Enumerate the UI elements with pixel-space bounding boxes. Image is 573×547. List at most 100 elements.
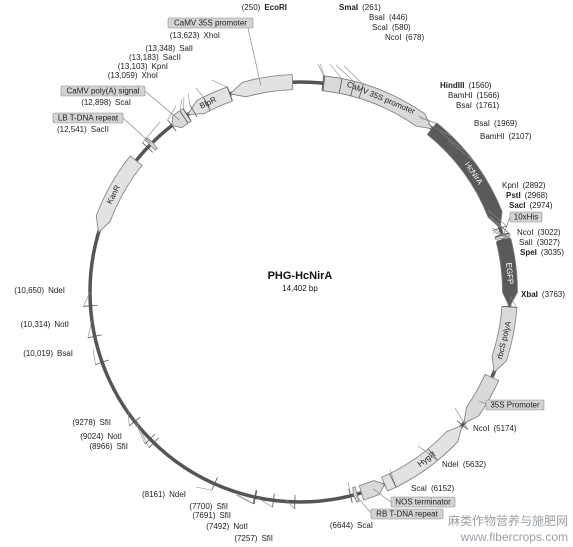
site-enzyme: SpeI bbox=[520, 248, 537, 257]
restriction-site-xbai: XbaI (3763) bbox=[502, 290, 565, 308]
site-leader-line bbox=[319, 63, 325, 77]
feature-arrow-nos-terminator bbox=[358, 480, 386, 501]
site-leader-line bbox=[491, 227, 511, 239]
site-label: KpnI (2892) bbox=[502, 181, 546, 190]
site-leader-line bbox=[127, 408, 130, 426]
feature-label: 10xHis bbox=[514, 213, 538, 222]
feature-label: LB T-DNA repeat bbox=[58, 114, 119, 123]
site-enzyme: SacII bbox=[163, 53, 181, 62]
site-enzyme: ScaI bbox=[357, 521, 373, 530]
site-enzyme: NcoI bbox=[517, 228, 533, 237]
site-position: (9278) bbox=[72, 418, 95, 427]
restriction-site-scai: ScaI (6152) bbox=[389, 469, 454, 493]
site-leader-line bbox=[285, 499, 295, 510]
site-enzyme: BsaI bbox=[456, 101, 472, 110]
site-position: (1761) bbox=[476, 101, 499, 110]
site-label: (13,059) XhoI bbox=[108, 71, 158, 80]
site-enzyme: XhoI bbox=[142, 71, 158, 80]
restriction-site-noti: (9024) NotI bbox=[80, 418, 156, 445]
site-position: (10,019) bbox=[23, 349, 53, 358]
site-leader-line bbox=[257, 497, 273, 508]
restriction-site-sfii: (7257) SfiI bbox=[234, 494, 296, 543]
restriction-site-ndei: (10,650) NdeI bbox=[14, 286, 98, 307]
feature-arrow-rbcs-polya bbox=[491, 305, 518, 374]
site-position: (1566) bbox=[476, 91, 499, 100]
feature-label: RB T-DNA repeat bbox=[376, 510, 438, 519]
site-label: SmaI (261) bbox=[339, 3, 381, 12]
restriction-site-xhoi: (13,059) XhoI bbox=[108, 71, 189, 124]
site-label: PstI (2968) bbox=[506, 191, 548, 200]
site-position: (1560) bbox=[468, 81, 491, 90]
restriction-site-bamhi: BamHI (1566) bbox=[419, 91, 500, 135]
site-enzyme: SfiI bbox=[219, 511, 231, 520]
site-position: (9024) bbox=[80, 432, 103, 441]
site-position: (3035) bbox=[541, 248, 564, 257]
restriction-site-scai: (12,898) ScaI bbox=[81, 98, 177, 132]
site-position: (7691) bbox=[192, 511, 215, 520]
site-position: (7492) bbox=[206, 522, 229, 531]
site-position: (7700) bbox=[189, 502, 212, 511]
site-leader-line bbox=[136, 422, 150, 448]
plasmid-size: 14,402 bp bbox=[282, 284, 318, 293]
site-enzyme: KpnI bbox=[152, 62, 168, 71]
site-label: (13,348) SalI bbox=[145, 44, 193, 53]
site-position: (10,314) bbox=[21, 320, 51, 329]
site-tick bbox=[461, 160, 473, 170]
feature-leader-line bbox=[144, 90, 180, 121]
site-enzyme: XbaI bbox=[521, 290, 538, 299]
site-position: (446) bbox=[389, 13, 408, 22]
feature-label-box bbox=[370, 508, 444, 520]
site-label: (13,183) SacII bbox=[129, 53, 181, 62]
site-label: HindIII (1560) bbox=[440, 81, 492, 90]
feature-label-box bbox=[509, 211, 543, 223]
site-label: BsaI (1761) bbox=[456, 101, 499, 110]
site-position: (6152) bbox=[431, 484, 454, 493]
site-tick bbox=[456, 420, 469, 430]
site-position: (3763) bbox=[542, 290, 565, 299]
site-tick bbox=[272, 493, 275, 508]
site-label: (7691) SfiI bbox=[192, 511, 231, 520]
plasmid-name: PHG-HcNirA bbox=[268, 270, 333, 282]
restriction-site-ncoi: NcoI (5174) bbox=[454, 407, 517, 433]
site-label: (13,623) XhoI bbox=[170, 31, 220, 40]
site-label: (7700) SfiI bbox=[189, 502, 228, 511]
site-label: (10,019) BsaI bbox=[23, 349, 73, 358]
restriction-site-scai: ScaI (580) bbox=[335, 23, 411, 96]
site-leader-line bbox=[343, 65, 364, 85]
restriction-site-ncoi: NcoI (678) bbox=[343, 33, 424, 98]
feature-arrow-camv-poly-a-signal bbox=[171, 108, 192, 129]
feature-label-box bbox=[60, 85, 146, 97]
site-label: (9278) SfiI bbox=[72, 418, 111, 427]
restriction-site-sacii: (12,541) SacII bbox=[57, 121, 161, 153]
site-position: (580) bbox=[392, 23, 411, 32]
site-label: (7257) SfiI bbox=[234, 534, 273, 543]
site-leader-line bbox=[439, 131, 465, 151]
site-leader-line bbox=[491, 229, 511, 239]
site-label: BsaI (1969) bbox=[474, 119, 517, 128]
site-position: (1969) bbox=[494, 119, 517, 128]
site-enzyme: SfiI bbox=[261, 534, 273, 543]
site-label: SalI (3027) bbox=[519, 238, 560, 247]
site-label: (6644) ScaI bbox=[330, 521, 373, 530]
feature-arrow-hygr bbox=[381, 424, 463, 492]
feature-label: CaMV 35S promoter bbox=[346, 80, 417, 116]
site-position: (7257) bbox=[234, 534, 257, 543]
site-tick bbox=[189, 104, 198, 118]
site-leader-line bbox=[427, 123, 451, 137]
site-tick bbox=[321, 76, 325, 91]
site-label: BsaI (446) bbox=[369, 13, 408, 22]
site-label: XbaI (3763) bbox=[521, 290, 565, 299]
restriction-site-sfii: (8966) SfiI bbox=[89, 422, 159, 451]
site-position: (250) bbox=[242, 3, 261, 12]
restriction-site-kpni: KpnI (2892) bbox=[487, 181, 546, 231]
site-position: (5174) bbox=[493, 424, 516, 433]
site-label: (8161) NdeI bbox=[142, 490, 186, 499]
site-leader-line bbox=[509, 295, 517, 308]
site-leader-line bbox=[489, 217, 510, 234]
feature-label-box bbox=[52, 112, 124, 124]
sites-layer: (250) EcoRI SmaI (261)BsaI (446)ScaI (580)Nco… bbox=[14, 3, 565, 543]
site-enzyme: NotI bbox=[107, 432, 122, 441]
site-leader-line bbox=[167, 105, 177, 121]
site-enzyme: BsaI bbox=[474, 119, 490, 128]
site-leader-line bbox=[211, 79, 228, 88]
